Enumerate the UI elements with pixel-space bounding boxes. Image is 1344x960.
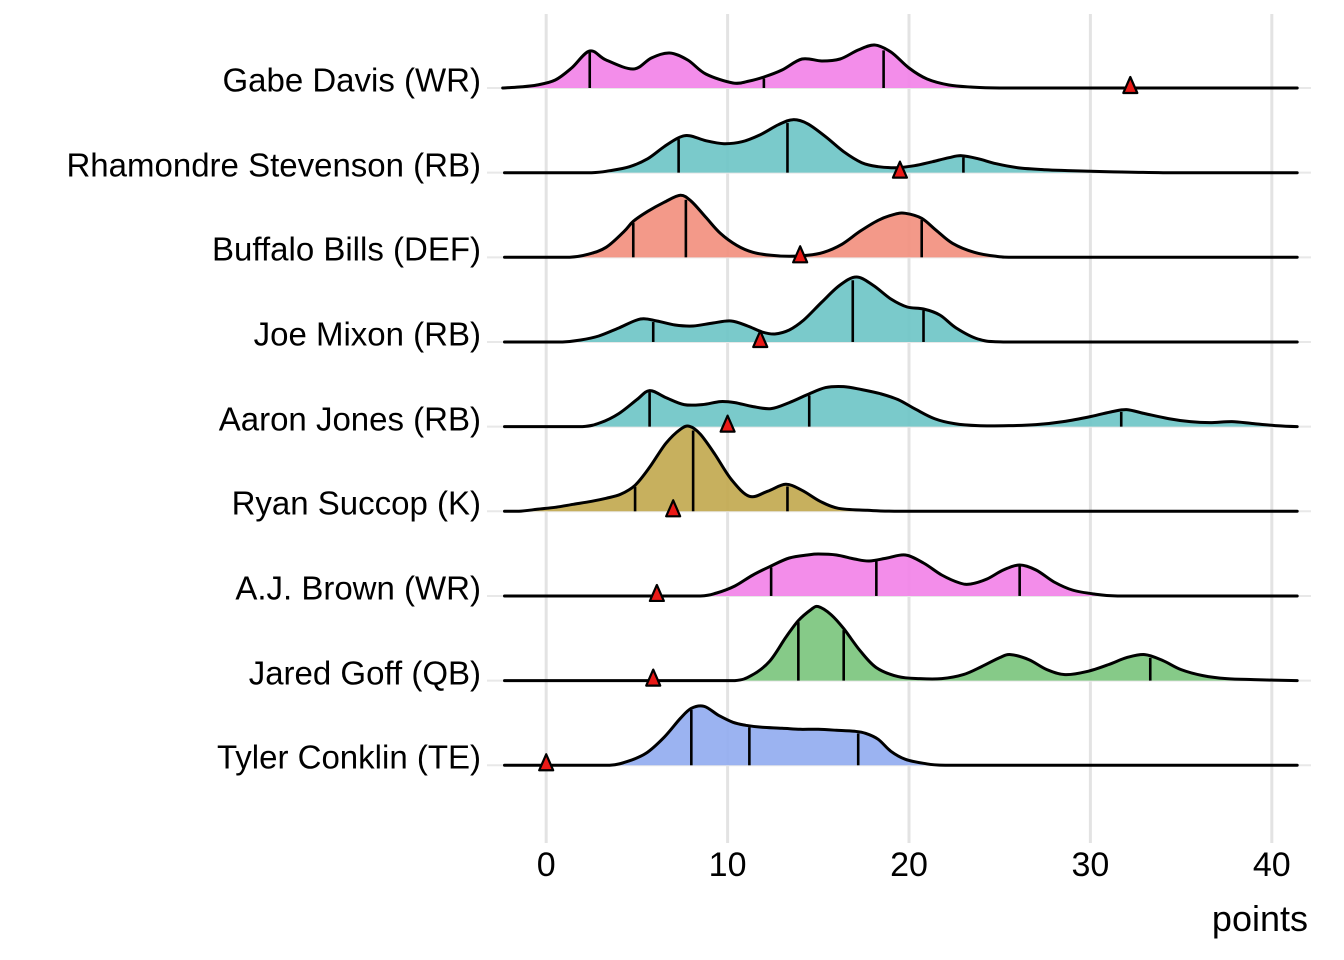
actual-points-marker-aj-brown	[648, 583, 665, 603]
actual-points-marker-buffalo-bills	[792, 245, 809, 264]
density-curve-rhamondre-stevenson	[503, 118, 1299, 175]
x-tick-label-40: 40	[1252, 846, 1291, 884]
actual-points-marker-tyler-conklin	[538, 753, 555, 772]
row-label-aaron-jones: Aaron Jones (RB)	[218, 400, 481, 438]
row-label-tyler-conklin: Tyler Conklin (TE)	[216, 738, 481, 776]
density-curve-aj-brown	[503, 552, 1299, 598]
row-label-jared-goff: Jared Goff (QB)	[248, 654, 481, 692]
density-curve-buffalo-bills	[503, 193, 1299, 259]
row-label-buffalo-bills: Buffalo Bills (DEF)	[212, 230, 481, 268]
x-tick-label-20: 20	[890, 846, 928, 884]
density-curve-jared-goff	[503, 604, 1299, 683]
density-curve-ryan-succop	[503, 424, 1299, 513]
row-label-rhamondre-stevenson: Rhamondre Stevenson (RB)	[66, 146, 481, 184]
x-tick-label-10: 10	[708, 846, 747, 884]
actual-points-marker-rhamondre-stevenson	[891, 160, 909, 179]
row-label-ryan-succop: Ryan Succop (K)	[231, 484, 481, 522]
density-curve-aaron-jones	[503, 384, 1299, 429]
density-fill-aj-brown	[504, 554, 1298, 596]
actual-points-marker-joe-mixon	[752, 329, 769, 349]
row-label-gabe-davis: Gabe Davis (WR)	[222, 61, 481, 99]
actual-points-marker-ryan-succop	[665, 499, 682, 518]
density-fill-rhamondre-stevenson	[504, 119, 1298, 173]
density-curve-gabe-davis	[501, 43, 1299, 90]
actual-points-marker-jared-goff	[645, 668, 662, 687]
density-fill-buffalo-bills	[504, 195, 1298, 258]
density-fill-gabe-davis	[502, 44, 1298, 88]
x-axis-title: points	[1211, 898, 1308, 939]
row-label-aj-brown: A.J. Brown (WR)	[235, 569, 481, 607]
density-curve-joe-mixon	[503, 275, 1299, 344]
density-fill-tyler-conklin	[504, 705, 1298, 766]
density-fill-aaron-jones	[504, 386, 1298, 427]
actual-points-marker-aaron-jones	[719, 414, 736, 433]
density-curve-tyler-conklin	[503, 704, 1299, 767]
actual-points-marker-gabe-davis	[1122, 75, 1139, 95]
density-fill-ryan-succop	[504, 426, 1298, 512]
density-fill-joe-mixon	[504, 277, 1298, 342]
x-tick-label-0: 0	[536, 846, 556, 884]
row-label-joe-mixon: Joe Mixon (RB)	[253, 315, 481, 353]
x-tick-label-30: 30	[1071, 846, 1110, 884]
